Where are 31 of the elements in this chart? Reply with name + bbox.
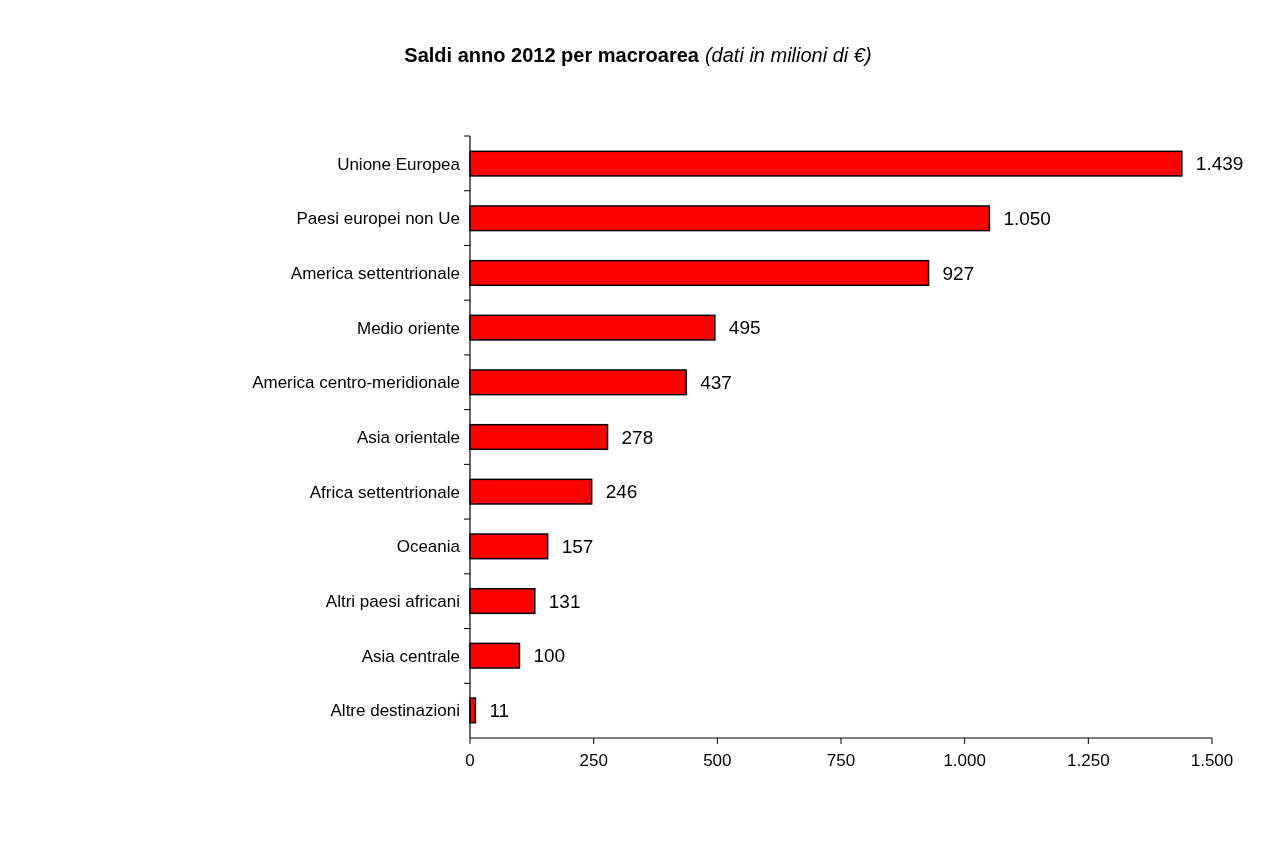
data-label: 437 xyxy=(700,371,732,393)
data-label: 11 xyxy=(489,700,510,722)
data-label: 131 xyxy=(548,590,581,612)
x-tick-label: 500 xyxy=(703,751,732,770)
y-tick-label: America settentrionale xyxy=(290,263,460,283)
x-tick-label: 0 xyxy=(465,751,475,770)
x-tick-label: 1.000 xyxy=(943,751,986,770)
x-tick-label: 1.500 xyxy=(1190,751,1234,770)
y-tick-label: America centro-meridionale xyxy=(252,373,460,393)
y-tick-label: Altri paesi africani xyxy=(325,591,460,611)
x-tick-label: 1.250 xyxy=(1067,751,1110,770)
data-label: 1.439 xyxy=(1195,153,1244,175)
data-label: 1.050 xyxy=(1003,207,1051,229)
data-label: 100 xyxy=(533,645,566,667)
data-label: 495 xyxy=(728,317,761,339)
data-label: 246 xyxy=(605,481,638,503)
x-tick-label: 750 xyxy=(826,751,856,770)
y-tick-label: Unione Europea xyxy=(337,154,461,174)
y-tick-label: Oceania xyxy=(396,537,461,557)
data-label: 278 xyxy=(621,426,654,448)
x-tick-label: 250 xyxy=(579,751,608,770)
data-label: 157 xyxy=(561,536,594,558)
y-tick-label: Asia orientale xyxy=(356,427,460,447)
chart-title: Saldi anno 2012 per macroarea xyxy=(404,44,700,66)
y-tick-label: Altre destinazioni xyxy=(330,701,460,721)
y-tick-label: Africa settentrionale xyxy=(309,482,460,502)
data-label: 927 xyxy=(942,262,975,284)
y-tick-label: Medio oriente xyxy=(356,318,460,338)
y-tick-label: Paesi europei non Ue xyxy=(296,209,460,229)
chart-subtitle: (dati in milioni di €) xyxy=(704,44,872,66)
y-tick-label: Asia centrale xyxy=(361,646,460,666)
